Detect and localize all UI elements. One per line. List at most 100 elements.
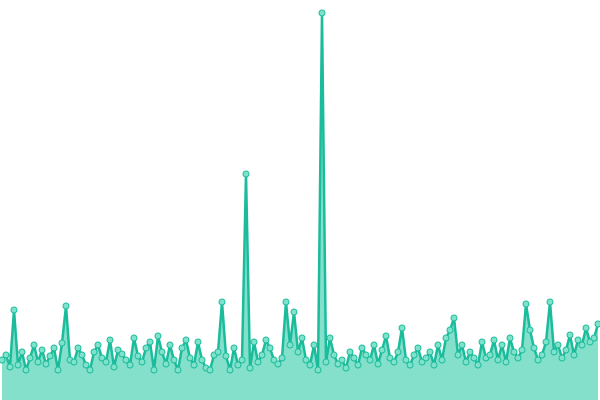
marker — [394, 348, 402, 356]
marker — [282, 298, 290, 306]
marker — [354, 361, 362, 369]
marker — [166, 341, 174, 349]
marker — [426, 348, 434, 356]
marker — [374, 360, 382, 368]
marker — [454, 351, 462, 359]
marker — [338, 356, 346, 364]
marker — [470, 354, 478, 362]
marker — [74, 344, 82, 352]
marker — [6, 363, 14, 371]
marker — [102, 358, 110, 366]
marker — [490, 336, 498, 344]
marker — [314, 366, 322, 374]
marker — [450, 314, 458, 322]
marker — [78, 351, 86, 359]
marker — [126, 361, 134, 369]
marker — [62, 302, 70, 310]
marker — [522, 300, 530, 308]
marker — [254, 358, 262, 366]
marker — [502, 358, 510, 366]
marker — [194, 338, 202, 346]
marker — [178, 344, 186, 352]
marker — [334, 360, 342, 368]
marker — [418, 358, 426, 366]
marker — [530, 344, 538, 352]
marker — [186, 354, 194, 362]
marker — [414, 344, 422, 352]
marker — [322, 358, 330, 366]
marker — [474, 361, 482, 369]
marker — [310, 341, 318, 349]
marker — [390, 358, 398, 366]
marker — [406, 361, 414, 369]
marker — [498, 341, 506, 349]
marker — [410, 351, 418, 359]
marker — [230, 344, 238, 352]
marker — [198, 356, 206, 364]
marker — [466, 348, 474, 356]
marker — [562, 346, 570, 354]
marker — [362, 351, 370, 359]
marker — [350, 354, 358, 362]
marker — [558, 354, 566, 362]
marker — [218, 298, 226, 306]
marker — [478, 338, 486, 346]
marker — [266, 344, 274, 352]
marker — [510, 348, 518, 356]
marker — [358, 344, 366, 352]
marker — [206, 366, 214, 374]
marker — [398, 324, 406, 332]
marker — [54, 366, 62, 374]
marker — [190, 361, 198, 369]
marker — [278, 354, 286, 362]
marker — [538, 351, 546, 359]
marker — [346, 348, 354, 356]
marker — [2, 351, 10, 359]
marker — [586, 338, 594, 346]
marker — [570, 351, 578, 359]
marker — [30, 341, 38, 349]
marker — [422, 354, 430, 362]
marker — [402, 356, 410, 364]
marker — [458, 341, 466, 349]
marker — [0, 356, 6, 364]
marker — [574, 336, 582, 344]
marker — [94, 341, 102, 349]
marker — [486, 351, 494, 359]
marker — [106, 336, 114, 344]
marker — [118, 350, 126, 358]
marker — [302, 356, 310, 364]
marker — [170, 356, 178, 364]
marker — [578, 341, 586, 349]
marker — [250, 338, 258, 346]
marker — [462, 358, 470, 366]
marker — [238, 356, 246, 364]
marker — [174, 366, 182, 374]
marker — [494, 356, 502, 364]
marker — [554, 341, 562, 349]
marker — [158, 348, 166, 356]
marker — [98, 354, 106, 362]
marker — [442, 334, 450, 342]
marker — [46, 352, 54, 360]
marker — [10, 306, 18, 314]
marker — [50, 344, 58, 352]
marker — [430, 361, 438, 369]
marker — [150, 366, 158, 374]
marker — [506, 334, 514, 342]
marker — [34, 358, 42, 366]
marker — [318, 9, 326, 17]
marker — [214, 348, 222, 356]
marker — [270, 356, 278, 364]
marker — [82, 361, 90, 369]
marker — [290, 308, 298, 316]
marker — [246, 364, 254, 372]
marker — [86, 366, 94, 374]
marker — [378, 346, 386, 354]
marker — [534, 356, 542, 364]
marker — [14, 361, 22, 369]
marker — [434, 341, 442, 349]
marker — [274, 360, 282, 368]
